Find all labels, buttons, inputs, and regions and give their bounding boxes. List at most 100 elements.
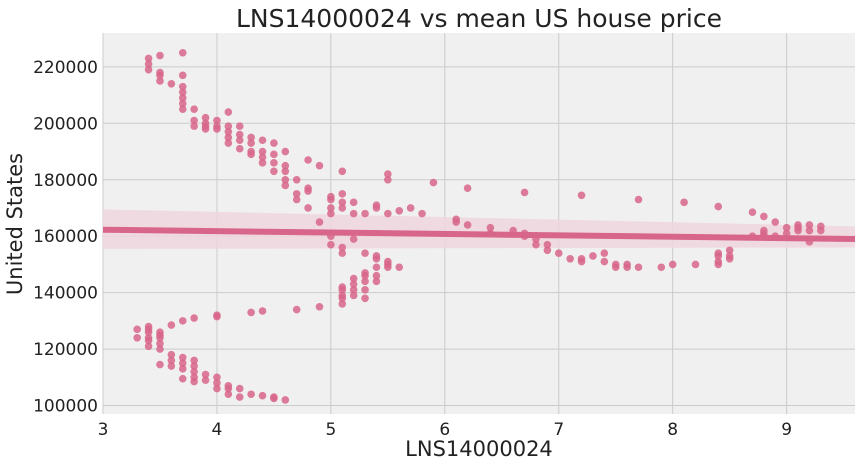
data-point [213, 384, 221, 393]
data-point [623, 263, 631, 272]
data-point [349, 286, 358, 294]
data-point [817, 226, 825, 235]
data-point [167, 350, 176, 359]
data-point [520, 188, 529, 197]
data-point [281, 161, 290, 170]
data-point [327, 240, 335, 249]
data-point [235, 122, 244, 130]
data-point [270, 394, 278, 403]
data-point [452, 215, 461, 224]
data-point [338, 249, 347, 257]
data-point [566, 254, 574, 263]
data-point [680, 198, 688, 207]
y-tick-label: 200000 [33, 114, 98, 134]
data-point [748, 208, 757, 217]
data-point [281, 181, 290, 190]
data-point [178, 82, 187, 91]
data-point [178, 359, 187, 368]
data-point [805, 221, 814, 229]
data-point [224, 127, 233, 136]
data-point [156, 360, 164, 369]
data-point [372, 277, 381, 286]
data-point [361, 277, 369, 286]
data-point [235, 393, 244, 401]
data-point [315, 161, 324, 170]
data-point [304, 156, 312, 164]
data-point [258, 307, 267, 315]
data-point [247, 139, 255, 147]
data-point [338, 167, 347, 176]
data-point [292, 190, 301, 198]
data-point [281, 396, 290, 404]
data-point [167, 80, 176, 88]
data-point [247, 150, 255, 159]
data-point [349, 198, 358, 207]
data-point [361, 209, 369, 218]
y-tick-label: 220000 [33, 58, 98, 78]
data-point [144, 342, 153, 351]
data-point [418, 209, 426, 218]
data-point [156, 71, 164, 80]
data-point [349, 209, 358, 218]
data-point [235, 144, 244, 153]
data-point [304, 204, 312, 212]
data-point [258, 159, 267, 167]
data-point [292, 175, 301, 184]
data-point [349, 280, 358, 288]
data-point [384, 175, 392, 184]
data-point [532, 240, 540, 249]
data-point [144, 328, 153, 336]
data-point [224, 139, 233, 147]
x-tick-label: 4 [212, 420, 223, 440]
data-point [258, 153, 267, 161]
data-point [384, 209, 392, 218]
data-point [315, 218, 324, 226]
regression-line [102, 226, 856, 243]
data-point [178, 353, 187, 362]
y-tick-label: 120000 [33, 340, 98, 360]
data-point [258, 136, 267, 145]
data-point [201, 370, 210, 379]
data-point [178, 71, 187, 80]
data-point [178, 48, 187, 57]
data-point [156, 51, 164, 60]
data-point [235, 384, 244, 393]
data-point [144, 336, 153, 345]
data-point [372, 254, 381, 263]
data-point [338, 204, 347, 212]
y-axis-label: United States [3, 153, 27, 295]
data-point [634, 195, 643, 204]
data-point [281, 167, 290, 176]
data-point [247, 390, 255, 399]
data-point [304, 187, 312, 195]
data-point [338, 190, 347, 198]
data-point [406, 204, 415, 212]
data-point [725, 246, 734, 255]
data-point [315, 302, 324, 311]
data-point [190, 105, 198, 113]
data-point [156, 345, 164, 353]
data-point [338, 294, 347, 303]
data-point [725, 254, 734, 263]
data-point [190, 356, 198, 365]
data-point [178, 365, 187, 373]
x-tick-label: 7 [553, 420, 564, 440]
data-point [292, 305, 301, 314]
data-point [213, 379, 221, 387]
data-point [235, 130, 244, 139]
data-point [156, 334, 164, 342]
data-point [235, 136, 244, 145]
data-point [327, 209, 335, 218]
data-point [167, 362, 176, 370]
y-tick-label: 100000 [33, 397, 98, 417]
data-point [190, 377, 198, 386]
chart-title: LNS14000024 vs mean US house price [236, 4, 722, 33]
data-point [167, 356, 176, 365]
data-point [794, 226, 802, 235]
data-point [714, 260, 723, 269]
data-point [224, 108, 233, 116]
data-point [657, 263, 666, 272]
data-point [156, 339, 164, 348]
data-point [634, 263, 643, 272]
